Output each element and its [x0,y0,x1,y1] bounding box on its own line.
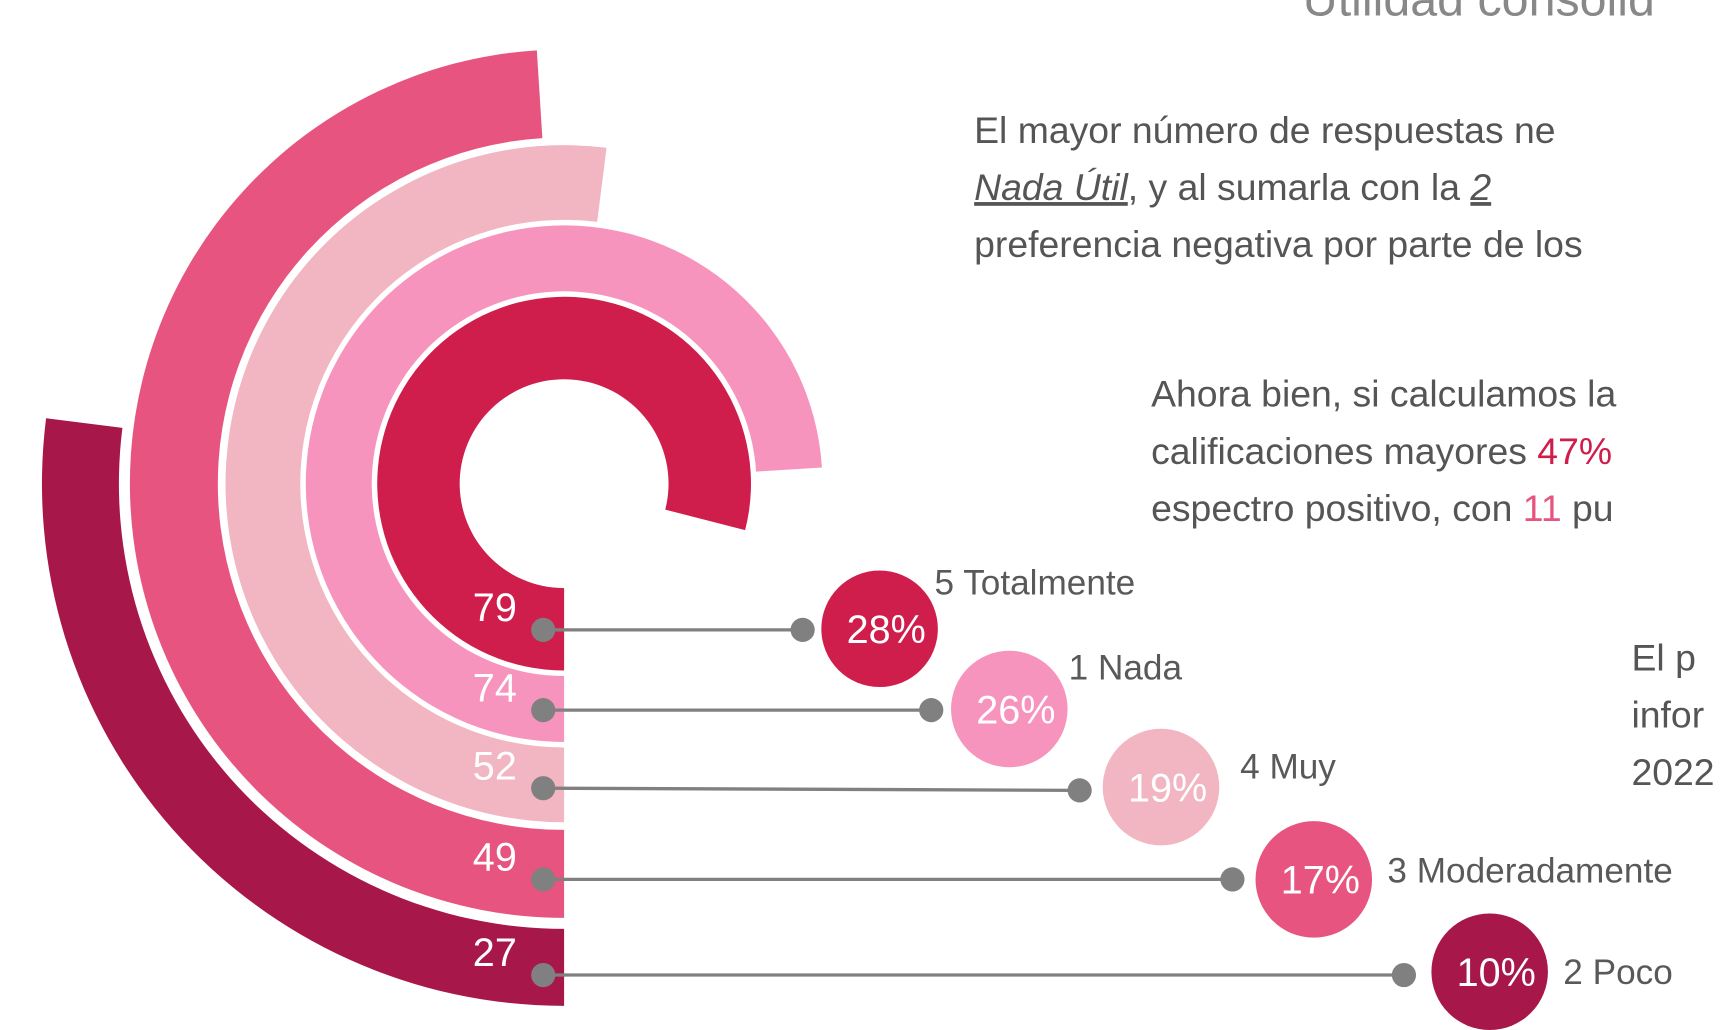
leader-line [543,786,1080,793]
radial-bar [41,418,565,1006]
paragraph: preferencia negativa por parte de los [974,223,1583,265]
share-bubble [1102,728,1220,846]
leader-dot [1391,962,1417,988]
leader-dot [1067,778,1092,803]
leader-dot [531,776,556,801]
paragraph: El mayor número de respuestas ne [974,109,1555,151]
radial-bar [377,296,751,671]
share-label: 28% [847,608,926,652]
text: El mayor número de respuestas ne [974,109,1555,151]
share-bubble [1255,821,1373,938]
share-bubble [951,650,1068,768]
chart-title: Utilidad consolid [1303,0,1655,26]
paragraph: Nada Útil, y al sumarla con la 2 [974,166,1491,208]
leader-dot [531,617,556,642]
category-label: 1 Nada [1069,648,1183,687]
leader-dot [531,962,556,988]
text: 2 [1469,166,1491,208]
leader-dot [1220,867,1245,892]
paragraph: 2022 [1631,751,1714,793]
text: calificaciones mayores [1151,430,1537,472]
radial-bar [129,50,565,918]
text: Ahora bien, si calculamos la [1151,373,1616,415]
share-label: 19% [1128,766,1207,810]
share-label: 10% [1457,951,1536,995]
category-label: 3 Moderadamente [1387,852,1672,891]
leader-dot [531,867,556,892]
text: , y al sumarla con la [1128,166,1471,208]
paragraph: espectro positivo, con 11 pu [1151,487,1613,529]
text: espectro positivo, con [1151,487,1523,529]
highlight: 47% [1537,430,1612,472]
share-bubble [1431,913,1548,1030]
value-label: 52 [473,744,517,788]
paragraph: calificaciones mayores 47% [1151,430,1612,472]
value-label: 74 [473,666,517,710]
share-label: 17% [1281,859,1360,903]
value-label: 79 [473,586,517,630]
radial-bar [225,145,607,823]
category-label: 2 Poco [1563,953,1672,992]
text: Nada Útil [974,166,1129,208]
leader-dot [531,698,556,723]
category-label: 4 Muy [1240,747,1336,786]
value-label: 49 [473,836,517,880]
value-label: 27 [473,931,517,975]
paragraph: Ahora bien, si calculamos la [1151,373,1616,415]
share-bubble [821,570,938,688]
paragraph: infor [1631,694,1704,736]
leader-dot [919,698,944,723]
text: preferencia negativa por parte de los [974,223,1583,265]
highlight: 11 [1523,487,1562,529]
category-label: 5 Totalmente [935,564,1136,603]
paragraph: El p [1631,637,1695,679]
text: pu [1562,487,1614,529]
share-label: 26% [976,688,1055,732]
leader-dot [790,617,815,642]
